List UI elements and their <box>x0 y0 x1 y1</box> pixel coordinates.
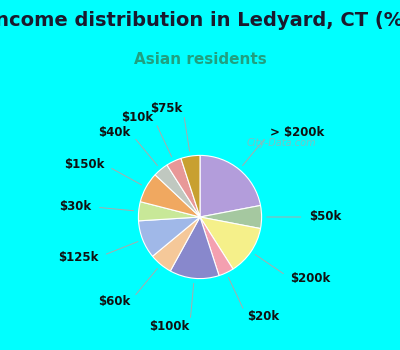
Text: $60k: $60k <box>98 295 130 308</box>
Text: $40k: $40k <box>98 126 130 139</box>
Text: $50k: $50k <box>310 210 342 224</box>
Text: $75k: $75k <box>151 102 183 116</box>
Wedge shape <box>200 217 233 275</box>
Wedge shape <box>170 217 219 279</box>
Text: Asian residents: Asian residents <box>134 52 266 67</box>
Text: $100k: $100k <box>150 320 190 332</box>
Text: Income distribution in Ledyard, CT (%): Income distribution in Ledyard, CT (%) <box>0 12 400 30</box>
Text: $10k: $10k <box>121 111 153 124</box>
Wedge shape <box>167 159 200 217</box>
Wedge shape <box>181 155 200 217</box>
Wedge shape <box>200 205 262 229</box>
Text: > $200k: > $200k <box>270 126 324 139</box>
Wedge shape <box>152 217 200 271</box>
Text: $30k: $30k <box>59 200 91 213</box>
Wedge shape <box>155 165 200 217</box>
Text: $125k: $125k <box>58 251 98 264</box>
Wedge shape <box>138 202 200 221</box>
Text: $20k: $20k <box>247 310 279 323</box>
Wedge shape <box>140 175 200 217</box>
Text: City-Data.com: City-Data.com <box>247 138 316 148</box>
Wedge shape <box>200 217 260 269</box>
Wedge shape <box>200 155 260 217</box>
Wedge shape <box>138 217 200 256</box>
Text: $150k: $150k <box>64 158 104 171</box>
Text: $200k: $200k <box>290 272 331 285</box>
